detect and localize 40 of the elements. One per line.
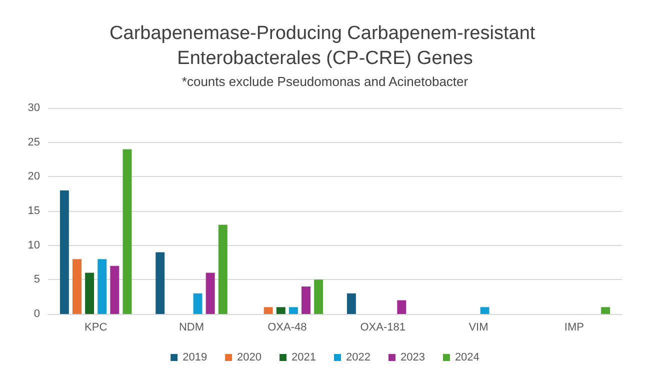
bar: [72, 259, 82, 314]
bar: [302, 286, 310, 314]
x-tick-label: OXA-181: [360, 322, 406, 334]
y-tick-label: 20: [28, 170, 40, 183]
legend-label: 2023: [400, 352, 425, 364]
chart-title: Carbapenemase-Producing Carbapenem-resistant Enterobacterales (CP-CRE) Genes: [110, 23, 540, 69]
bar: [193, 293, 202, 314]
bar: [264, 307, 273, 314]
bar: [60, 190, 69, 314]
bar: [156, 252, 165, 314]
y-tick-label: 25: [28, 136, 40, 148]
y-tick-label: 5: [34, 274, 40, 286]
bar: [110, 266, 120, 314]
bar: [276, 307, 286, 314]
y-tick-label: 15: [28, 205, 40, 217]
x-tick-label: IMP: [564, 322, 584, 334]
bar: [397, 300, 406, 314]
y-tick-label: 10: [28, 239, 40, 252]
x-tick-label: VIM: [468, 322, 488, 334]
bar: [346, 293, 356, 314]
bar: [85, 272, 94, 314]
x-tick-label: KPC: [84, 322, 108, 334]
x-tick-label: NDM: [178, 322, 204, 334]
legend-label: 2021: [292, 352, 316, 364]
bar: [98, 259, 107, 314]
bar: [206, 272, 215, 314]
bar: [601, 307, 610, 314]
x-tick-label: OXA-48: [268, 322, 307, 334]
y-tick-label: 0: [34, 308, 40, 320]
legend-label: 2024: [454, 352, 480, 364]
bar: [122, 149, 132, 314]
bar: [288, 307, 298, 314]
bar: [218, 224, 228, 314]
legend-label: 2022: [346, 352, 370, 364]
legend-label: 2020: [237, 352, 262, 364]
y-tick-label: 30: [28, 102, 40, 114]
bar: [480, 307, 490, 314]
legend-label: 2019: [182, 352, 208, 364]
bar: [314, 280, 324, 314]
chart-subtitle: *counts exclude Pseudomonas and Acinetobacter: [182, 74, 469, 89]
